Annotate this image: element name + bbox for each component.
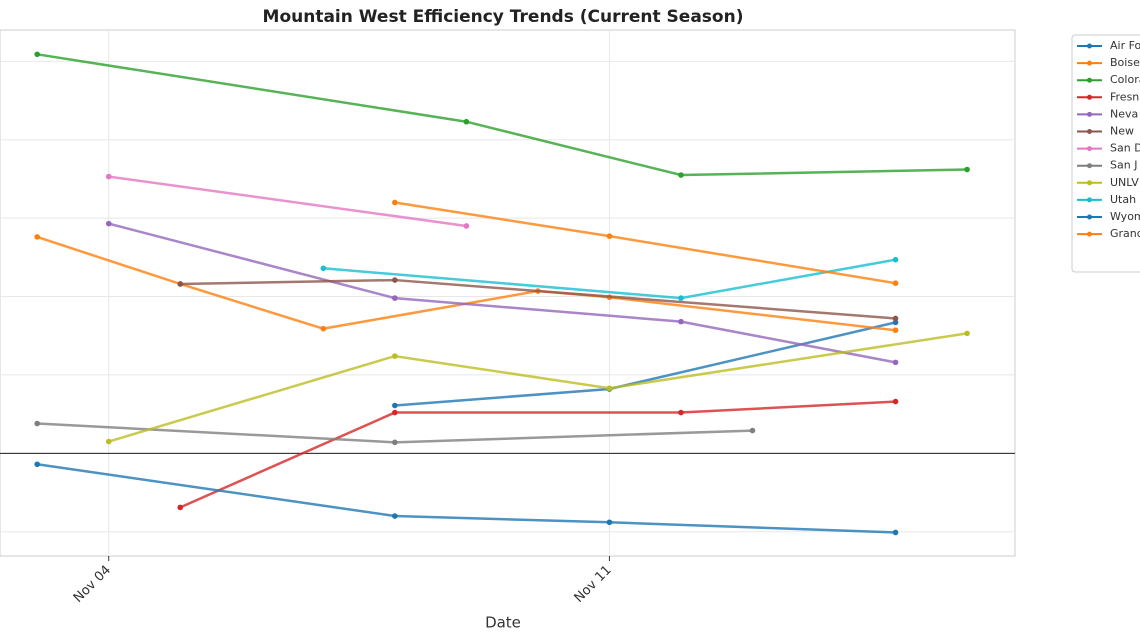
legend-marker <box>1087 94 1092 100</box>
data-point <box>964 166 970 173</box>
series-line <box>108 175 467 228</box>
data-point <box>606 233 613 239</box>
data-point <box>892 315 899 322</box>
legend-label: Boise <box>1110 56 1140 69</box>
data-point <box>34 461 40 468</box>
legend-label: Wyom <box>1110 210 1140 223</box>
series-line <box>36 235 896 332</box>
data-point <box>892 319 899 326</box>
data-point <box>678 409 684 416</box>
data-point <box>892 359 899 366</box>
series-line <box>37 53 968 177</box>
data-point <box>392 199 398 206</box>
series-line <box>37 463 896 534</box>
x-tick-label: Nov 11 <box>572 563 615 606</box>
data-point <box>606 519 613 526</box>
data-point <box>892 529 899 536</box>
data-point <box>320 325 327 332</box>
series-line <box>394 321 896 407</box>
data-point <box>749 427 756 434</box>
data-point <box>678 318 684 325</box>
data-point <box>105 438 112 445</box>
data-point <box>463 118 470 125</box>
legend-label: Neva <box>1110 107 1138 120</box>
legend-label: San D <box>1110 142 1140 155</box>
legend-marker <box>1087 197 1092 203</box>
data-point <box>463 223 470 229</box>
legend-marker <box>1087 111 1092 117</box>
legend-marker <box>1087 214 1092 220</box>
legend-label: Air Fo <box>1110 39 1140 52</box>
legend-label: Utah <box>1110 193 1136 206</box>
data-point <box>606 385 613 392</box>
data-point <box>320 265 327 272</box>
data-point <box>964 330 970 337</box>
legend-box <box>1071 34 1140 273</box>
data-point <box>392 439 398 446</box>
series-line <box>108 222 896 364</box>
series-line <box>37 422 753 444</box>
series-line <box>394 201 896 285</box>
legend-marker <box>1087 60 1092 66</box>
data-point <box>34 420 40 427</box>
legend-marker <box>1087 43 1092 49</box>
legend-marker <box>1087 146 1092 152</box>
x-tick-label: Nov 04 <box>71 563 114 606</box>
data-point <box>392 295 398 301</box>
legend-label: San J <box>1110 159 1137 172</box>
data-point <box>177 504 184 511</box>
data-point <box>392 402 398 409</box>
legend-label: UNLV <box>1110 176 1139 189</box>
series-line <box>179 400 896 509</box>
legend-label: New <box>1110 125 1134 138</box>
data-point <box>892 280 899 287</box>
legend-marker <box>1087 180 1092 186</box>
legend-marker <box>1087 231 1092 237</box>
legend-label: Fresn <box>1110 90 1139 103</box>
data-point <box>177 281 184 287</box>
series-line <box>108 332 968 443</box>
data-point <box>392 353 398 359</box>
legend-marker <box>1087 129 1092 134</box>
data-point <box>34 234 40 240</box>
data-point <box>392 409 398 416</box>
legend-label: Grand <box>1110 227 1140 240</box>
data-point <box>892 327 899 334</box>
legend-label: Colora <box>1110 73 1140 86</box>
data-point <box>34 51 40 58</box>
legend-marker <box>1087 77 1092 83</box>
plot-area <box>0 29 1016 557</box>
chart-title: Mountain West Efficiency Trends (Current… <box>263 7 744 27</box>
data-point <box>678 172 684 178</box>
data-point <box>892 398 899 405</box>
data-point <box>392 513 398 519</box>
data-point <box>892 256 899 263</box>
data-point <box>105 173 112 180</box>
legend-marker <box>1087 163 1092 169</box>
data-point <box>678 295 684 301</box>
data-point <box>392 277 398 283</box>
x-axis-label: Date <box>485 614 521 632</box>
data-point <box>105 220 112 227</box>
